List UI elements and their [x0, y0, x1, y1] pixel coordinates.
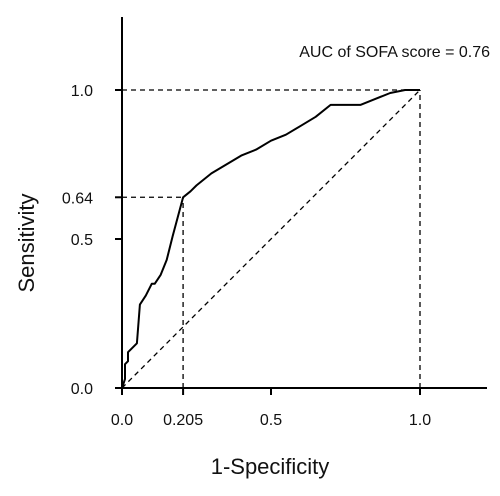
- auc-annotation: AUC of SOFA score = 0.76: [299, 44, 490, 61]
- y-axis-title: Sensitivity: [14, 193, 39, 292]
- x-ticks: 0.0 0.205 0.5 1.0: [111, 388, 431, 429]
- x-tick-label: 0.5: [260, 412, 282, 429]
- y-tick-label: 0.0: [71, 381, 93, 398]
- y-tick-label: 0.5: [71, 232, 93, 249]
- x-tick-label: 0.205: [163, 412, 203, 429]
- y-tick-label: 1.0: [71, 83, 93, 100]
- x-tick-label: 1.0: [409, 412, 431, 429]
- series-group: [121, 89, 421, 389]
- diagonal-reference-line: [121, 89, 421, 389]
- x-axis-title: 1-Specificity: [211, 454, 330, 479]
- roc-curve: [121, 89, 420, 389]
- reference-lines: [122, 89, 421, 388]
- y-tick-label: 0.64: [62, 190, 93, 207]
- axes-group: [121, 17, 487, 389]
- x-tick-label: 0.0: [111, 412, 133, 429]
- y-ticks: 0.0 0.5 0.64 1.0: [62, 83, 122, 398]
